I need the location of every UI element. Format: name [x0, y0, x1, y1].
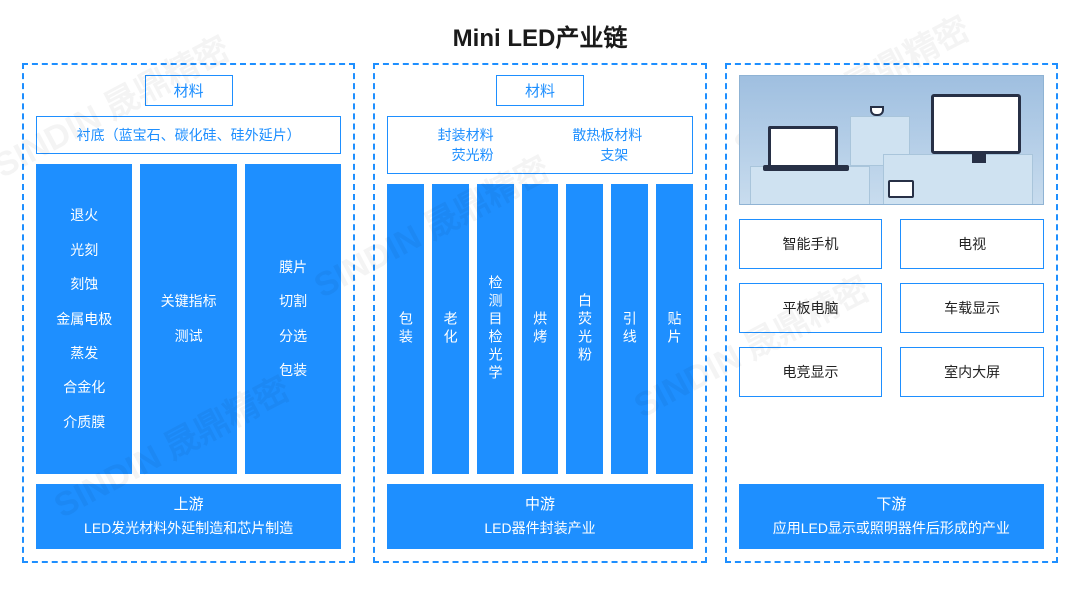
app-box: 平板电脑 [739, 283, 883, 333]
app-box: 电视 [900, 219, 1044, 269]
upstream-substrate: 衬底（蓝宝石、碳化硅、硅外延片） [36, 116, 341, 154]
midstream-strip-6: 贴片 [656, 184, 693, 474]
page-title: Mini LED产业链 [0, 0, 1080, 63]
midstream-column: 材料 封装材料 散热板材料 荧光粉 支架 包装 老化 检测目检光学 烘烤 白荧光… [373, 63, 706, 563]
app-box: 车载显示 [900, 283, 1044, 333]
downstream-footer: 下游 应用LED显示或照明器件后形成的产业 [739, 484, 1044, 549]
midstream-footer: 中游 LED器件封装产业 [387, 484, 692, 549]
midstream-materials: 封装材料 散热板材料 荧光粉 支架 [387, 116, 692, 174]
upstream-strips: 退火 光刻 刻蚀 金属电极 蒸发 合金化 介质膜 关键指标 测试 膜片 切割 分… [36, 164, 341, 474]
midstream-strip-4: 白荧光粉 [566, 184, 603, 474]
midstream-strip-3: 烘烤 [522, 184, 559, 474]
app-box: 室内大屏 [900, 347, 1044, 397]
midstream-strip-5: 引线 [611, 184, 648, 474]
upstream-strip-0: 退火 光刻 刻蚀 金属电极 蒸发 合金化 介质膜 [36, 164, 132, 474]
midstream-strips: 包装 老化 检测目检光学 烘烤 白荧光粉 引线 贴片 [387, 184, 692, 474]
midstream-header: 材料 [496, 75, 584, 106]
upstream-strip-1: 关键指标 测试 [140, 164, 236, 474]
app-box: 电竞显示 [739, 347, 883, 397]
app-box: 智能手机 [739, 219, 883, 269]
upstream-column: 材料 衬底（蓝宝石、碳化硅、硅外延片） 退火 光刻 刻蚀 金属电极 蒸发 合金化… [22, 63, 355, 563]
diagram-columns: 材料 衬底（蓝宝石、碳化硅、硅外延片） 退火 光刻 刻蚀 金属电极 蒸发 合金化… [0, 63, 1080, 563]
midstream-strip-1: 老化 [432, 184, 469, 474]
downstream-illustration [739, 75, 1044, 205]
downstream-apps: 智能手机 电视 平板电脑 车载显示 电竞显示 室内大屏 [739, 215, 1044, 474]
downstream-column: 智能手机 电视 平板电脑 车载显示 电竞显示 室内大屏 下游 应用LED显示或照… [725, 63, 1058, 563]
midstream-strip-2: 检测目检光学 [477, 184, 514, 474]
upstream-strip-2: 膜片 切割 分选 包装 [245, 164, 341, 474]
upstream-footer: 上游 LED发光材料外延制造和芯片制造 [36, 484, 341, 549]
upstream-header: 材料 [145, 75, 233, 106]
midstream-strip-0: 包装 [387, 184, 424, 474]
